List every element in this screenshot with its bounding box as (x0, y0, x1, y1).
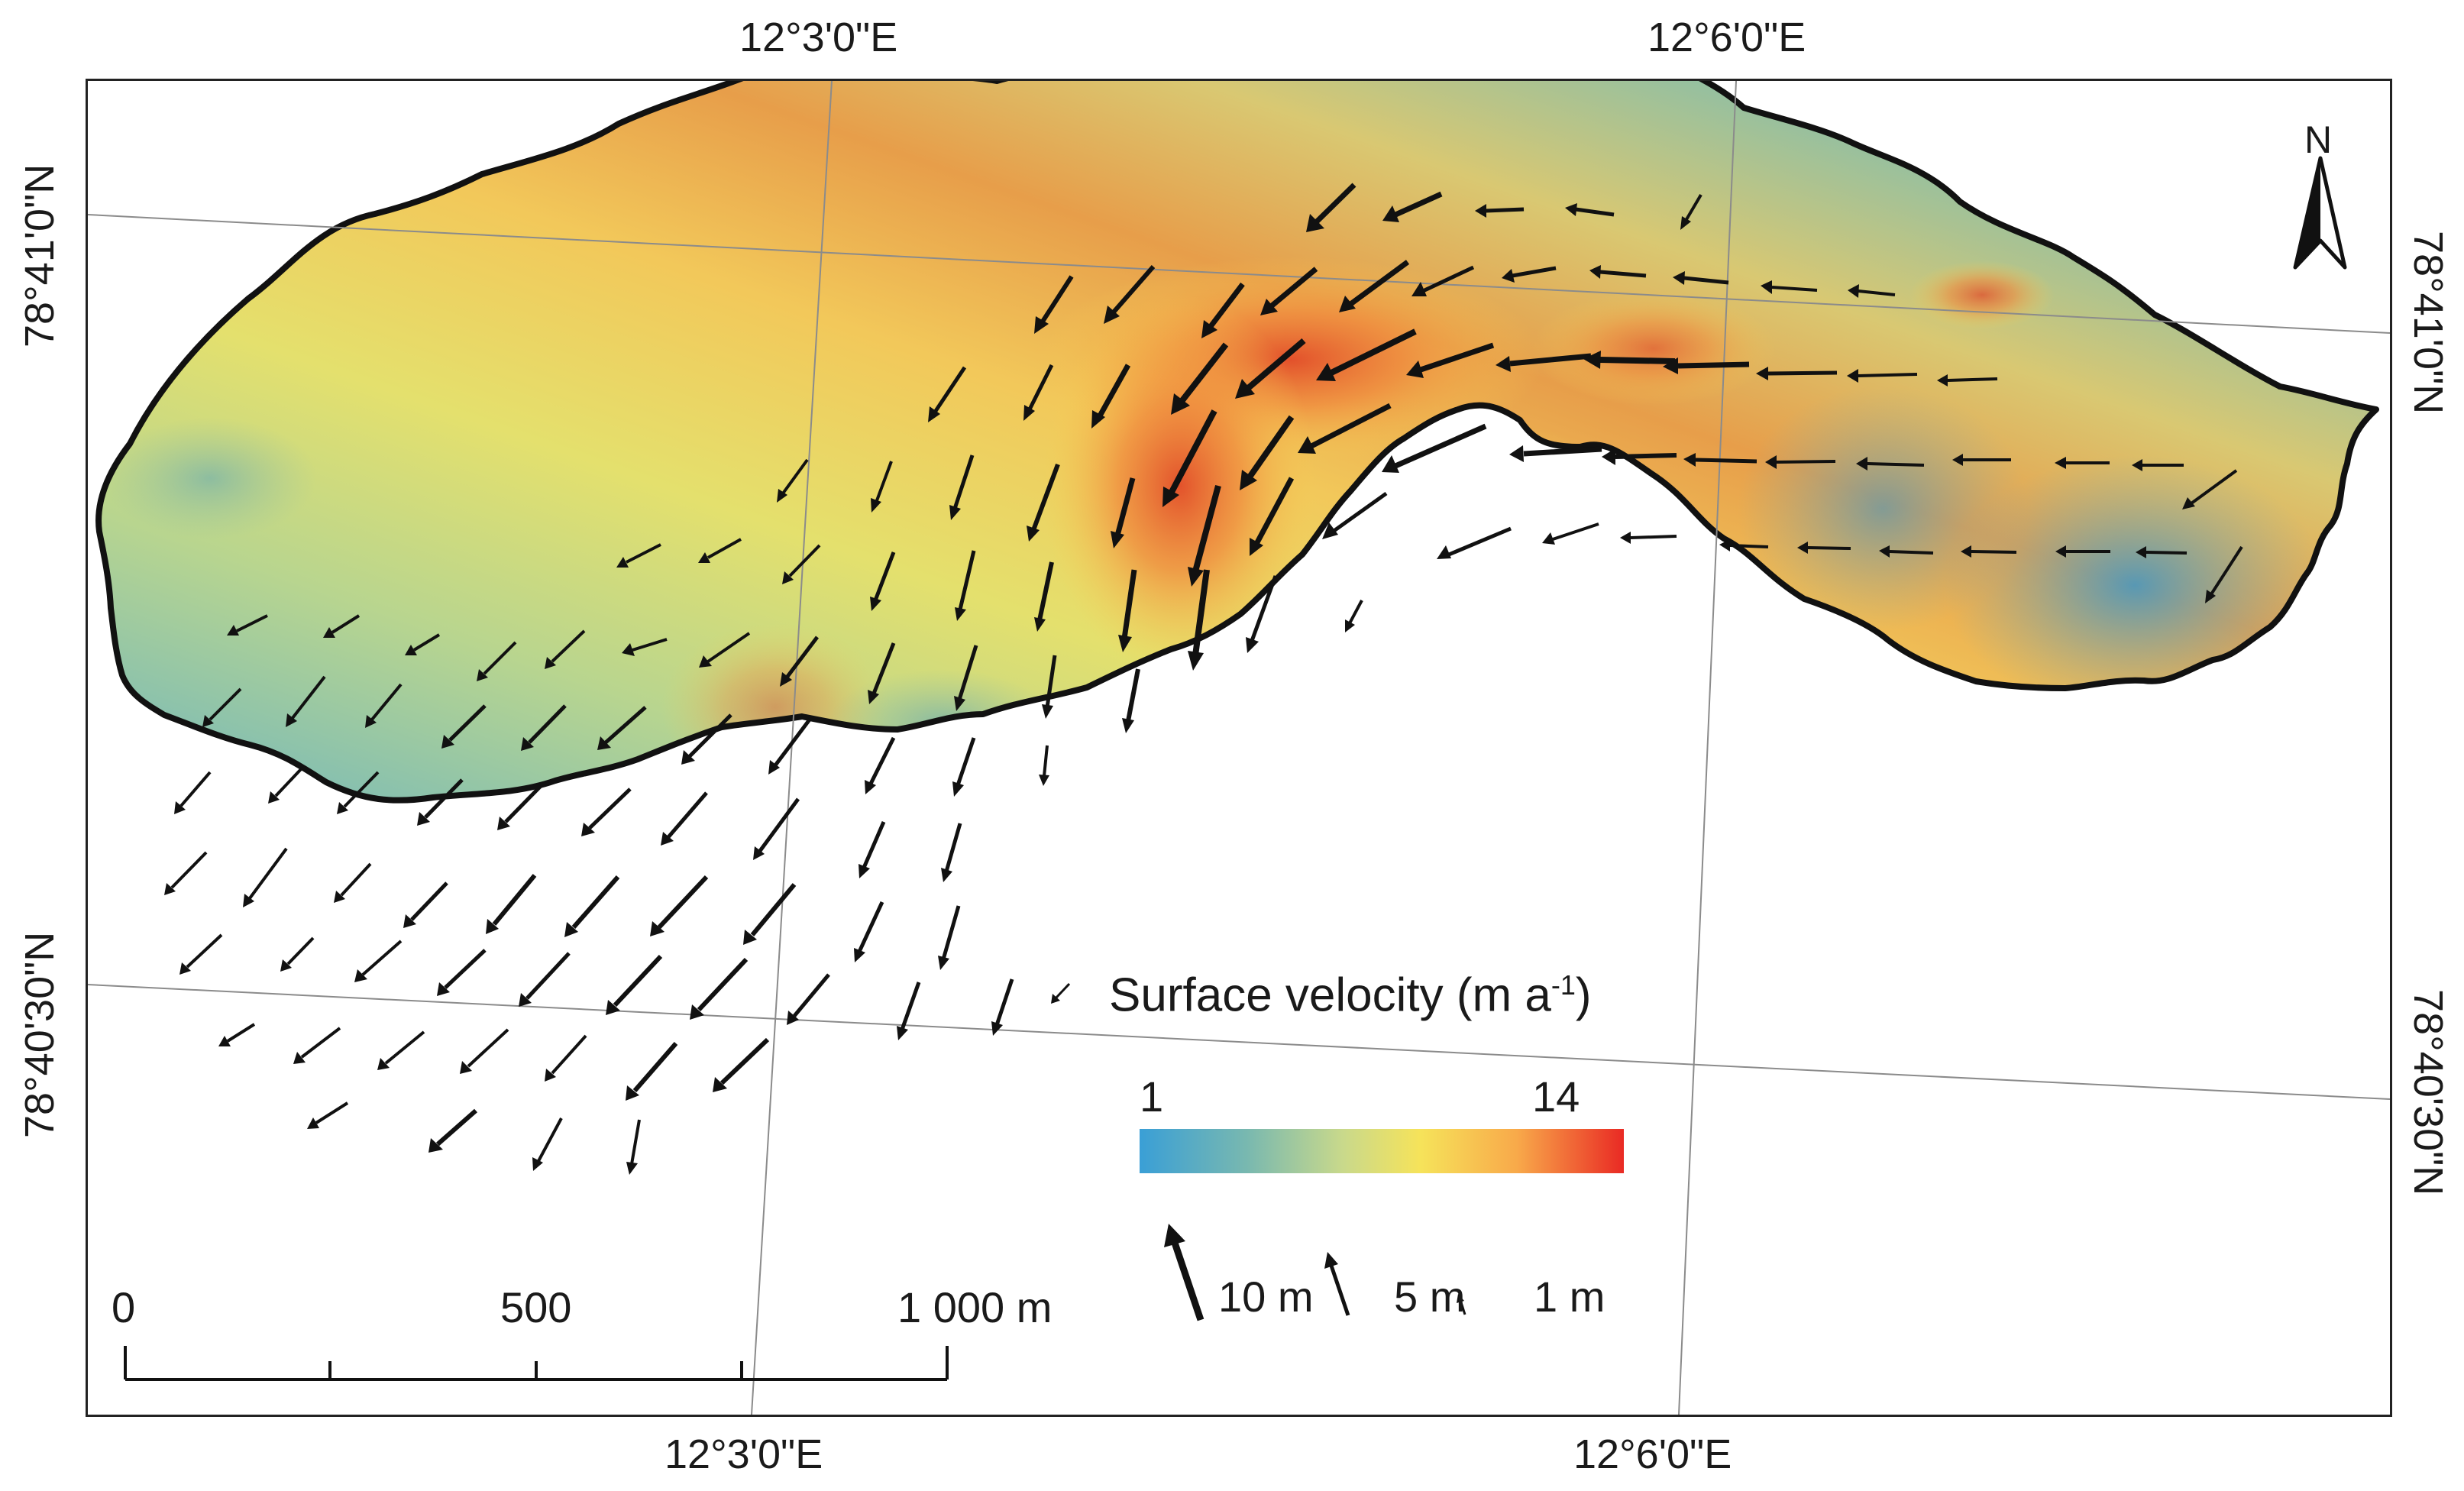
top-longitude-label-west: 12°3'0"E (739, 15, 898, 60)
legend-title: Surface velocity (m a-1) (1109, 972, 1592, 1020)
meridian-line-west (751, 81, 833, 1415)
bottom-longitude-label-west: 12°3'0"E (665, 1431, 823, 1477)
north-letter: N (2304, 118, 2333, 161)
glacier-surface (95, 81, 2379, 804)
legend-color-bar (1140, 1129, 1624, 1173)
map-frame (86, 79, 2392, 1417)
vector-legend-medium-label: 5 m (1394, 1273, 1466, 1321)
scale-bar (124, 1346, 949, 1381)
north-arrow-icon (2293, 156, 2347, 270)
velocity-vectors (164, 183, 2243, 1175)
vector-legend-small-label: 1 m (1534, 1273, 1605, 1321)
scale-label-end: 1 000 m (897, 1283, 1053, 1331)
legend-min-value: 1 (1140, 1072, 1164, 1121)
vector-legend-medium-arrow-icon (1324, 1252, 1350, 1316)
top-longitude-label-east: 12°6'0"E (1648, 15, 1806, 60)
vector-legend-large-arrow-icon (1164, 1224, 1205, 1321)
vector-scale-legend (1164, 1224, 1466, 1321)
left-latitude-label-north: 78°41'0"N (17, 163, 63, 348)
parallel-line-north (88, 214, 2390, 334)
left-latitude-label-south: 78°40'30"N (17, 931, 63, 1138)
glacier-velocity-map (88, 81, 2390, 1415)
scale-label-zero: 0 (112, 1283, 136, 1331)
legend-title-close: ) (1575, 969, 1592, 1022)
meridian-line-east (1678, 81, 1737, 1415)
right-latitude-label-south: 78°40'30"N (2405, 989, 2451, 1196)
legend-title-superscript: -1 (1551, 969, 1576, 1001)
scale-label-mid: 500 (500, 1283, 572, 1331)
legend-title-main: Surface velocity (m a (1109, 969, 1551, 1022)
parallel-line-south (88, 984, 2390, 1100)
bottom-longitude-label-east: 12°6'0"E (1573, 1431, 1732, 1477)
vector-legend-large-label: 10 m (1218, 1273, 1314, 1321)
right-latitude-label-north: 78°41'0"N (2405, 231, 2451, 415)
vector-legend-small-arrow-icon (1457, 1294, 1466, 1315)
legend-max-value: 14 (1532, 1072, 1580, 1121)
graticule-lines (88, 81, 2390, 1415)
